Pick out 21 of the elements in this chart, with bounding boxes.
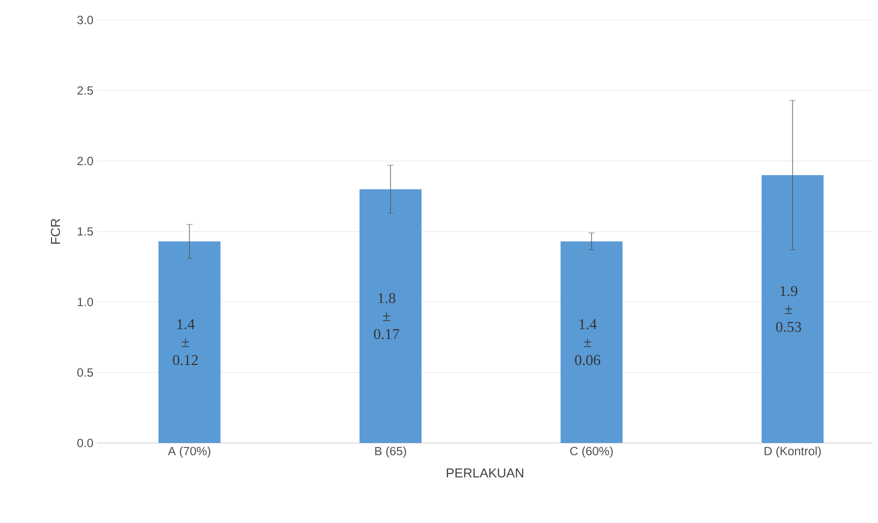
y-tick-label: 1.0	[78, 298, 94, 306]
x-tick-label: A (70%)	[168, 446, 210, 458]
x-axis-title: PERLAKUAN	[446, 468, 524, 478]
bar	[560, 241, 623, 443]
y-tick-label: 2.5	[77, 86, 93, 95]
bar	[762, 175, 824, 443]
y-axis-title: FCR	[50, 218, 60, 244]
y-tick-label: 2.0	[77, 156, 94, 166]
data-label: 1.8 ± 0.17	[374, 293, 400, 340]
y-tick-label: 0.0	[77, 438, 94, 448]
y-tick-label: 3.0	[77, 16, 94, 24]
y-tick-label: 1.5	[78, 227, 93, 236]
x-tick-label: D (Kontrol)	[764, 446, 821, 458]
data-label: 1.9 ± 0.53	[776, 286, 802, 332]
x-tick-label: B (65)	[375, 446, 406, 458]
bar	[158, 241, 220, 443]
y-tick-label: 0.5	[77, 368, 93, 377]
x-tick-label: C (60%)	[570, 446, 613, 458]
data-label: 1.4 ± 0.12	[172, 319, 198, 366]
bar	[360, 189, 422, 443]
data-label: 1.4 ± 0.06	[575, 319, 600, 366]
